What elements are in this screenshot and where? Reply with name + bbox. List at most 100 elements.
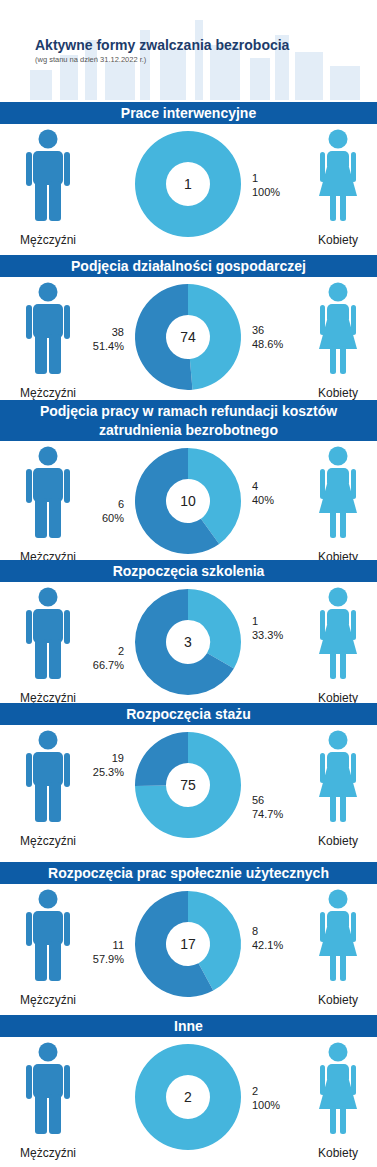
data-label-count: 56: [252, 794, 264, 806]
icon-arm: [320, 1065, 325, 1095]
donut-total: 3: [184, 634, 192, 650]
icon-arm: [64, 305, 70, 339]
donut: [135, 284, 241, 390]
category-label: Mężczyźni: [20, 993, 76, 1007]
donut-slice: [135, 891, 213, 997]
section-header: [0, 255, 377, 277]
icon-arm: [320, 152, 325, 182]
donut: [135, 1044, 241, 1150]
skyline-building: [105, 62, 135, 100]
icon-head: [39, 130, 58, 149]
category-label: Mężczyźni: [20, 1146, 76, 1160]
icon-torso: [33, 911, 63, 945]
icon-arm: [64, 610, 70, 644]
woman-icon: [319, 283, 357, 375]
icon-leg: [330, 193, 336, 221]
icon-arm: [351, 152, 356, 182]
section-title-line: Inne: [174, 1018, 203, 1034]
icon-leg: [340, 953, 346, 981]
section-title: Rozpoczęcia prac społecznie użytecznych: [48, 865, 329, 881]
category-label: Kobiety: [318, 1146, 358, 1160]
data-label-percent: 100%: [252, 186, 280, 198]
section: Rozpoczęcia stażuMężczyźniKobiety755674.…: [0, 703, 377, 848]
category-label: Kobiety: [318, 993, 358, 1007]
section: Podjęcia działalności gospodarczejMężczy…: [0, 255, 377, 400]
data-label-percent: 100%: [252, 1099, 280, 1111]
data-label-count: 1: [252, 172, 258, 184]
icon-arm: [351, 753, 356, 783]
icon-leg: [49, 334, 61, 374]
icon-leg: [340, 651, 346, 679]
skyline-building: [210, 45, 240, 100]
section-header: [0, 1015, 377, 1037]
icon-arm: [26, 610, 32, 644]
donut: [135, 589, 241, 695]
icon-arm: [64, 912, 70, 946]
data-label-percent: 57.9%: [93, 953, 124, 965]
icon-arm: [320, 305, 325, 335]
icon-head: [329, 1043, 348, 1062]
icon-leg: [330, 1106, 336, 1134]
donut-slice: [135, 448, 219, 554]
section-title: Rozpoczęcia szkolenia: [113, 563, 265, 579]
donut-total: 75: [180, 777, 196, 793]
icon-leg: [35, 941, 47, 981]
section: Rozpoczęcia szkoleniaMężczyźniKobiety313…: [0, 560, 377, 705]
skyline: [30, 20, 360, 100]
icon-leg: [35, 639, 47, 679]
donut-total: 1: [184, 176, 192, 192]
section-title-line: Rozpoczęcia prac społecznie użytecznych: [48, 865, 329, 881]
data-label-percent: 51.4%: [93, 340, 124, 352]
skyline-building: [195, 20, 203, 100]
icon-leg: [35, 181, 47, 221]
icon-leg: [49, 498, 61, 538]
icon-torso: [33, 609, 63, 643]
data-label-percent: 60%: [102, 512, 124, 524]
icon-arm: [26, 912, 32, 946]
donut-slice: [135, 1044, 241, 1150]
man-icon: [26, 283, 70, 375]
donut: [135, 131, 241, 237]
section: Podjęcia pracy w ramach refundacji koszt…: [0, 400, 377, 564]
woman-icon: [319, 731, 357, 823]
icon-leg: [35, 782, 47, 822]
data-label-count: 11: [113, 939, 124, 951]
icon-torso: [33, 1064, 63, 1098]
data-label-percent: 66.7%: [93, 659, 124, 671]
donut-slice: [188, 1044, 189, 1075]
section-title: Rozpoczęcia stażu: [126, 706, 250, 722]
donut-total: 74: [180, 329, 196, 345]
icon-head: [39, 283, 58, 302]
title: Aktywne formy zwalczania bezrobocia: [35, 37, 290, 53]
donut-total: 17: [180, 936, 196, 952]
section-title-line: Podjęcia pracy w ramach refundacji koszt…: [40, 403, 337, 419]
icon-leg: [35, 498, 47, 538]
icon-arm: [26, 753, 32, 787]
icon-arm: [64, 469, 70, 503]
category-label: Kobiety: [318, 834, 358, 848]
icon-head: [39, 731, 58, 750]
icon-head: [329, 890, 348, 909]
icon-leg: [330, 651, 336, 679]
section-header: [0, 102, 377, 124]
category-label: Kobiety: [318, 691, 358, 705]
data-label-count: 8: [252, 925, 258, 937]
section-title-line: Rozpoczęcia stażu: [126, 706, 250, 722]
section-header: [0, 862, 377, 884]
section-title: Prace interwencyjne: [121, 105, 257, 121]
donut-slice: [188, 131, 189, 162]
data-label-percent: 42.1%: [252, 939, 283, 951]
icon-torso: [33, 752, 63, 786]
icon-leg: [49, 941, 61, 981]
icon-torso: [33, 151, 63, 185]
icon-head: [329, 731, 348, 750]
data-label-count: 6: [118, 498, 124, 510]
icon-arm: [26, 469, 32, 503]
skyline-building: [330, 66, 360, 100]
section-title-line: zatrudnienia bezrobotnego: [99, 422, 278, 438]
data-label-count: 2: [252, 1085, 258, 1097]
infographic: Aktywne formy zwalczania bezrobocia(wg s…: [0, 0, 377, 1167]
section-title-line: Rozpoczęcia szkolenia: [113, 563, 265, 579]
icon-leg: [49, 639, 61, 679]
category-label: Mężczyźni: [20, 233, 76, 247]
